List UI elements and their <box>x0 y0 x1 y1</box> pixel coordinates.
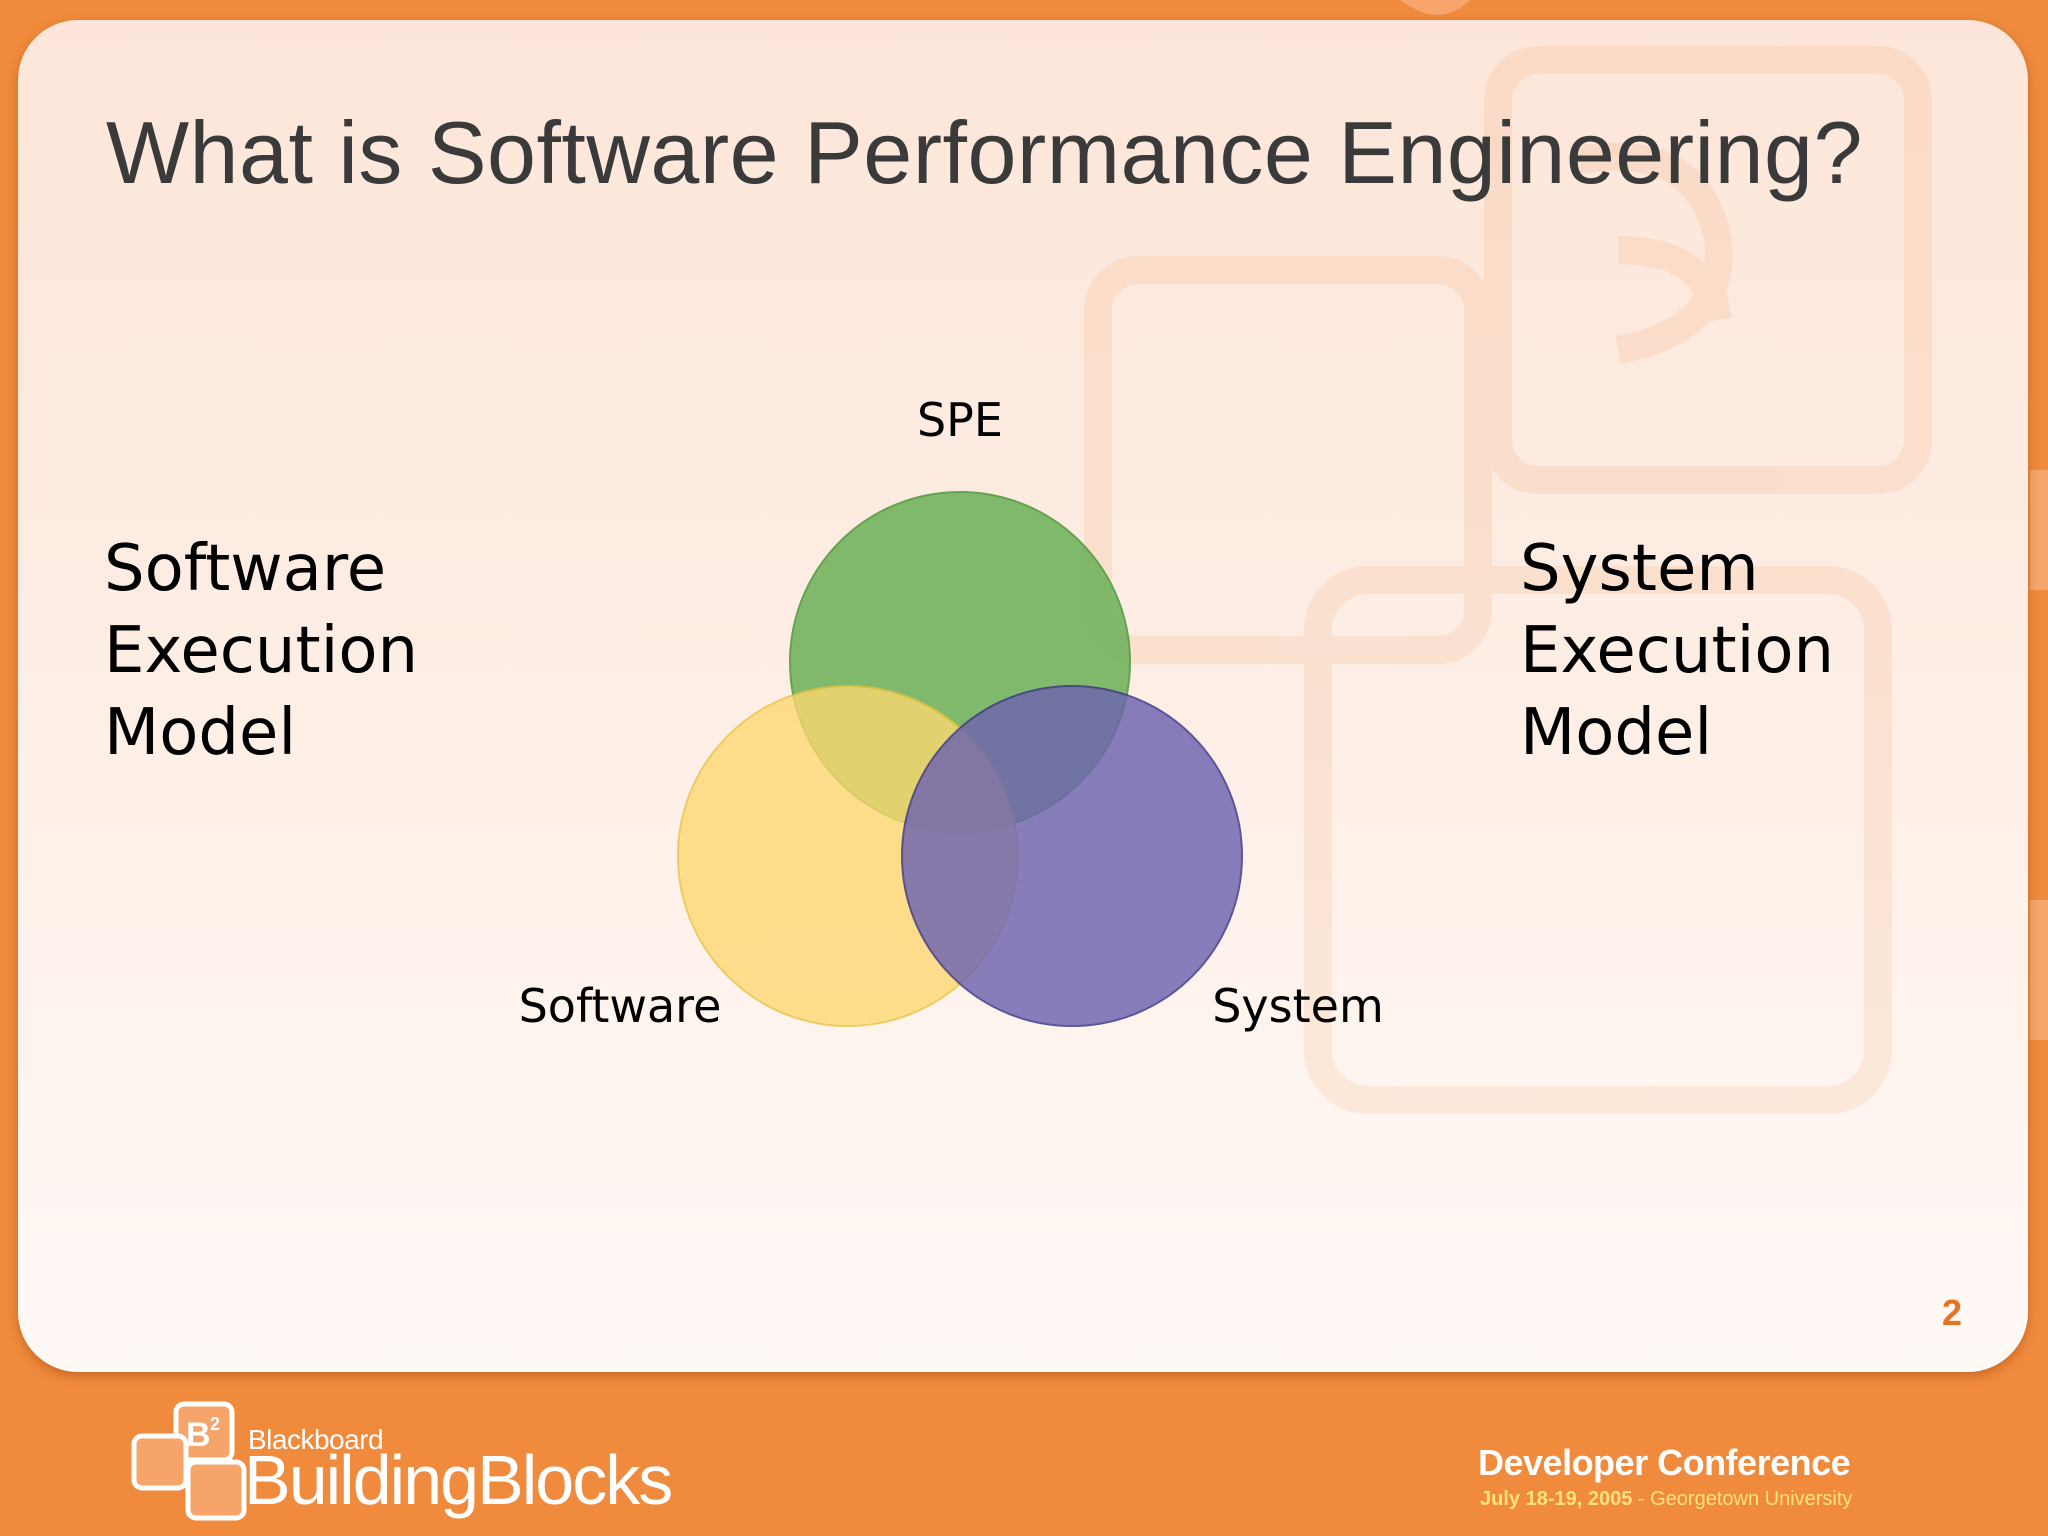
page-number: 2 <box>1941 1292 1962 1333</box>
right-label-line: Execution <box>1520 614 1835 688</box>
right-label-line: System <box>1520 532 1759 606</box>
logo-product-text: BuildingBlocks <box>244 1441 673 1519</box>
venn-circle-system <box>901 685 1243 1027</box>
conference-subtitle: July 18-19, 2005 - Georgetown University <box>1480 1488 1852 1511</box>
svg-text:B: B <box>186 1416 211 1454</box>
software-execution-model-label: Software Execution Model <box>104 528 418 774</box>
watermark-decoration <box>1084 46 1932 1114</box>
logo-brand-text: Blackboard <box>248 1424 384 1455</box>
system-execution-model-label: System Execution Model <box>1520 528 1834 774</box>
page-title: What is Software Performance Engineering… <box>106 103 1863 202</box>
conference-title: Developer Conference <box>1478 1442 1851 1483</box>
venn-label-software: Software <box>519 979 722 1033</box>
venn-label-system: System <box>1212 979 1384 1033</box>
venn-label-spe: SPE <box>917 393 1003 447</box>
venn-diagram: SPE Software System <box>519 393 1384 1033</box>
conference-dates: July 18-19, 2005 <box>1480 1488 1633 1510</box>
left-label-line: Software <box>104 532 387 606</box>
left-label-line: Model <box>104 696 297 770</box>
right-label-line: Model <box>1520 696 1713 770</box>
building-blocks-logo-icon: B 2 <box>131 1401 247 1521</box>
svg-text:2: 2 <box>210 1414 220 1434</box>
left-label-line: Execution <box>104 614 419 688</box>
slide-card: What is Software Performance Engineering… <box>18 20 2028 1372</box>
conference-venue: - Georgetown University <box>1632 1488 1853 1510</box>
